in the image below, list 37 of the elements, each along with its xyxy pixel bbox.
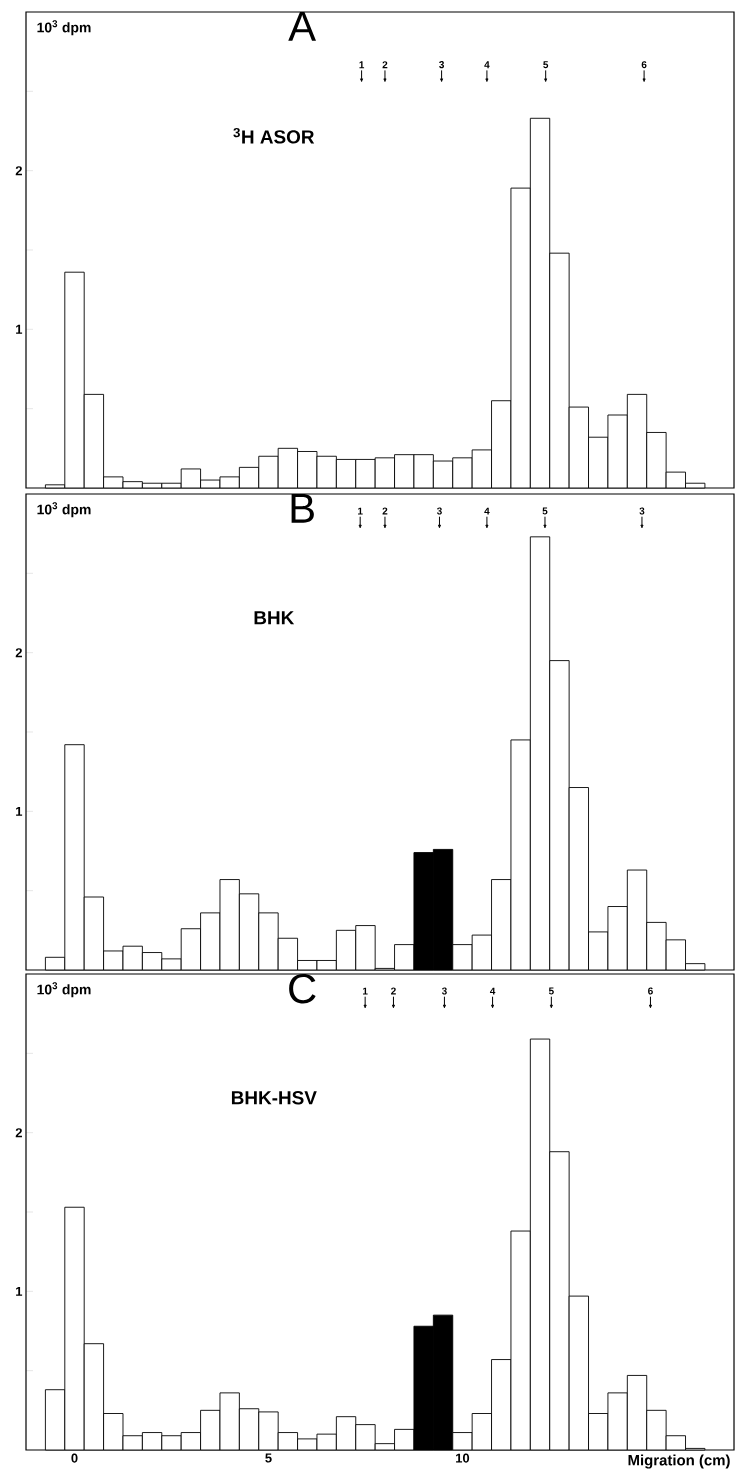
y-axis-title: 10$^{3}$ dpm	[37, 502, 91, 518]
annotation: 2	[382, 61, 388, 69]
y-tick-label: 2	[15, 1128, 22, 1138]
annotation: 4	[484, 61, 490, 69]
chart-title: B	[291, 493, 314, 523]
annotation: 3	[639, 507, 645, 515]
annotation: 1	[362, 987, 368, 995]
annotation: 6	[641, 61, 647, 69]
x-tick-label: 10	[456, 1453, 470, 1463]
annotation: 5	[542, 507, 548, 515]
text: BHK	[254, 611, 295, 625]
annotation: 2	[391, 987, 396, 995]
annotation: 1	[358, 507, 363, 515]
x-tick-label: 0	[71, 1453, 78, 1463]
annotation: 3	[441, 987, 447, 995]
chart-title: C	[289, 973, 316, 1004]
annotation: 4	[484, 507, 490, 515]
y-tick-label: 1	[16, 806, 23, 816]
annotation: 1	[359, 61, 365, 69]
x-tick-label: 5	[265, 1453, 272, 1463]
annotation: 5	[543, 61, 549, 69]
text: BHK-HSV	[231, 1091, 317, 1105]
annotation: 6	[648, 987, 653, 995]
y-tick-label: 2	[15, 648, 22, 658]
chart-title: A	[288, 11, 316, 41]
annotation: 5	[548, 987, 554, 995]
y-tick-label: 1	[16, 1286, 23, 1296]
y-axis-title: 10$^{3}$ dpm	[37, 20, 91, 36]
annotation: 3	[439, 61, 445, 69]
y-tick-label: 1	[16, 324, 23, 334]
x-axis-title: Migration (cm)	[628, 1454, 730, 1469]
y-tick-label: 2	[15, 166, 22, 176]
text: $^{3}$H ASOR	[233, 127, 315, 144]
annotation: 2	[382, 507, 388, 515]
y-axis-title: 10$^{3}$ dpm	[37, 982, 91, 998]
annotation: 4	[489, 987, 496, 995]
annotation: 3	[436, 507, 442, 515]
